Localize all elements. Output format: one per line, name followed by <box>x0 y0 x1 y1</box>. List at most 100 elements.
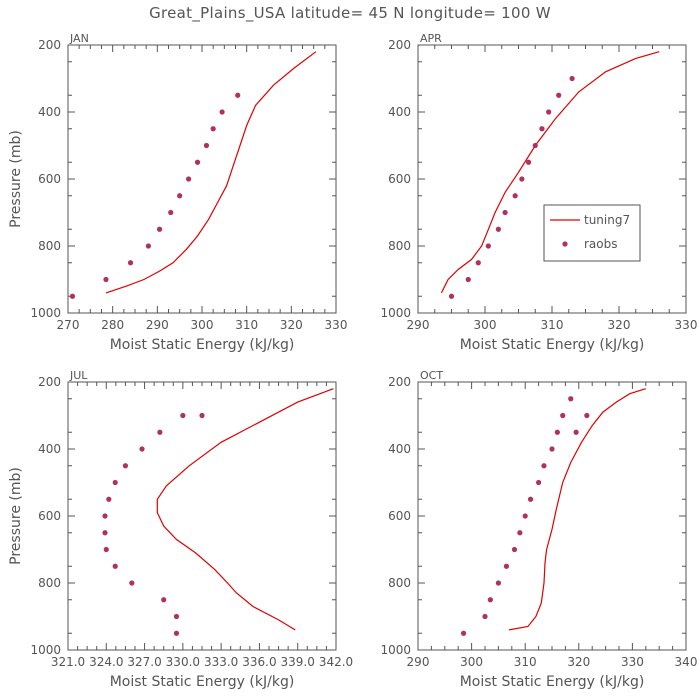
y-tick-label: 1000 <box>380 643 411 657</box>
data-point-raobs <box>157 429 163 435</box>
legend-box <box>543 204 641 262</box>
data-point-raobs <box>485 243 491 249</box>
x-tick-label: 300 <box>460 655 483 669</box>
data-point-raobs <box>129 580 135 586</box>
data-point-raobs <box>127 260 134 266</box>
y-tick-label: 400 <box>388 105 411 119</box>
plot-frame <box>67 381 337 651</box>
data-point-raobs <box>512 193 518 199</box>
y-axis-label: Pressure (mb) <box>8 467 24 565</box>
data-point-raobs <box>122 463 129 469</box>
data-point-raobs <box>219 109 225 115</box>
y-tick-label: 400 <box>38 442 61 456</box>
data-point-raobs <box>103 546 109 553</box>
data-point-raobs <box>502 209 508 216</box>
data-point-raobs <box>460 630 467 636</box>
x-tick-label: 290 <box>407 318 430 332</box>
data-point-raobs <box>482 613 488 620</box>
data-point-raobs <box>584 412 590 419</box>
data-point-raobs <box>156 226 163 232</box>
data-point-raobs <box>199 412 205 419</box>
y-tick-label: 800 <box>388 239 411 253</box>
x-tick-label: 333.0 <box>204 655 238 669</box>
chart-panels: 270 280 290 300 310 320 330 200 400 600 800 1000 JAN… <box>8 32 697 690</box>
plot-frame <box>67 44 337 314</box>
x-tick-label: 321.0 <box>51 655 85 669</box>
data-point-raobs <box>448 293 455 299</box>
data-point-raobs <box>554 429 560 435</box>
y-tick-label: 200 <box>38 375 61 389</box>
x-tick-label: 330.0 <box>166 655 200 669</box>
data-point-raobs <box>573 429 579 435</box>
legend: tuning7 raobs <box>543 204 641 262</box>
legend-marker-swatch <box>562 241 568 247</box>
data-point-raobs <box>69 293 76 299</box>
data-point-raobs <box>103 276 109 283</box>
series-line-tuning7 <box>508 388 646 631</box>
panel-jul: 321.0 324.0 327.0 330.0 333.0 336.0 339.0 342.0… <box>8 369 353 690</box>
data-point-raobs <box>168 209 174 216</box>
x-tick-label: 310 <box>514 655 537 669</box>
x-tick-label: 330 <box>675 318 698 332</box>
y-tick-label: 800 <box>38 239 61 253</box>
panel-jan: 270 280 290 300 310 320 330 200 400 600 800 1000 JAN… <box>8 32 347 353</box>
y-tick-label: 800 <box>38 576 61 590</box>
plot-frame <box>417 44 687 314</box>
data-point-raobs <box>139 446 145 452</box>
data-point-raobs <box>475 260 481 266</box>
plot-frame <box>417 381 687 651</box>
data-point-raobs <box>145 243 151 249</box>
series-line-tuning7 <box>440 51 660 294</box>
data-point-raobs <box>568 396 574 402</box>
x-axis-label: Moist Static Energy (kJ/kg) <box>110 674 295 690</box>
x-axis-label: Moist Static Energy (kJ/kg) <box>110 337 295 353</box>
x-tick-label: 340 <box>675 655 698 669</box>
x-tick-label: 339.0 <box>281 655 315 669</box>
data-point-raobs <box>525 159 532 165</box>
data-point-raobs <box>569 75 575 82</box>
data-point-raobs <box>503 563 510 569</box>
data-point-raobs <box>203 142 210 149</box>
data-point-raobs <box>102 513 108 519</box>
x-axis-label: Moist Static Energy (kJ/kg) <box>460 674 645 690</box>
data-point-raobs <box>539 126 545 132</box>
data-point-raobs <box>487 597 493 603</box>
data-point-raobs <box>210 126 216 132</box>
data-point-raobs <box>102 530 108 536</box>
x-tick-label: 290 <box>407 655 430 669</box>
data-point-raobs <box>532 142 538 149</box>
data-point-raobs <box>536 479 542 486</box>
data-point-raobs <box>541 463 547 469</box>
x-tick-label: 320 <box>608 318 631 332</box>
panel-label: OCT <box>420 369 443 382</box>
data-point-raobs <box>194 159 201 165</box>
y-tick-label: 400 <box>388 442 411 456</box>
series-line-tuning7 <box>105 51 317 294</box>
panel-oct: 290 300 310 320 330 340 200 400 600 800 1000 OCT Moi… <box>380 369 697 690</box>
y-tick-label: 600 <box>388 509 411 523</box>
data-point-raobs <box>549 446 555 452</box>
data-point-raobs <box>465 276 471 283</box>
y-tick-label: 200 <box>388 38 411 52</box>
y-tick-label: 600 <box>38 509 61 523</box>
x-tick-label: 327.0 <box>127 655 161 669</box>
data-point-raobs <box>527 496 534 502</box>
x-tick-label: 336.0 <box>242 655 276 669</box>
data-point-raobs <box>546 109 552 115</box>
x-tick-label: 290 <box>146 318 169 332</box>
y-tick-label: 200 <box>388 375 411 389</box>
data-point-raobs <box>495 226 501 232</box>
data-point-raobs <box>180 412 186 419</box>
x-tick-label: 310 <box>235 318 258 332</box>
data-point-raobs <box>112 479 118 486</box>
data-point-raobs <box>556 92 562 98</box>
data-point-raobs <box>161 597 167 603</box>
y-tick-label: 600 <box>388 172 411 186</box>
x-tick-label: 324.0 <box>89 655 123 669</box>
data-point-raobs <box>106 496 112 502</box>
figure-title: Great_Plains_USA latitude= 45 N longitud… <box>149 4 551 23</box>
x-tick-label: 320 <box>567 655 590 669</box>
data-point-raobs <box>560 412 566 419</box>
y-tick-label: 800 <box>388 576 411 590</box>
